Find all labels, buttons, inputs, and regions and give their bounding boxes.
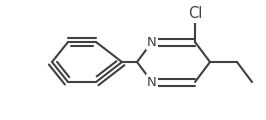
- Text: N: N: [147, 36, 157, 48]
- Text: Cl: Cl: [188, 6, 202, 21]
- Text: N: N: [147, 75, 157, 89]
